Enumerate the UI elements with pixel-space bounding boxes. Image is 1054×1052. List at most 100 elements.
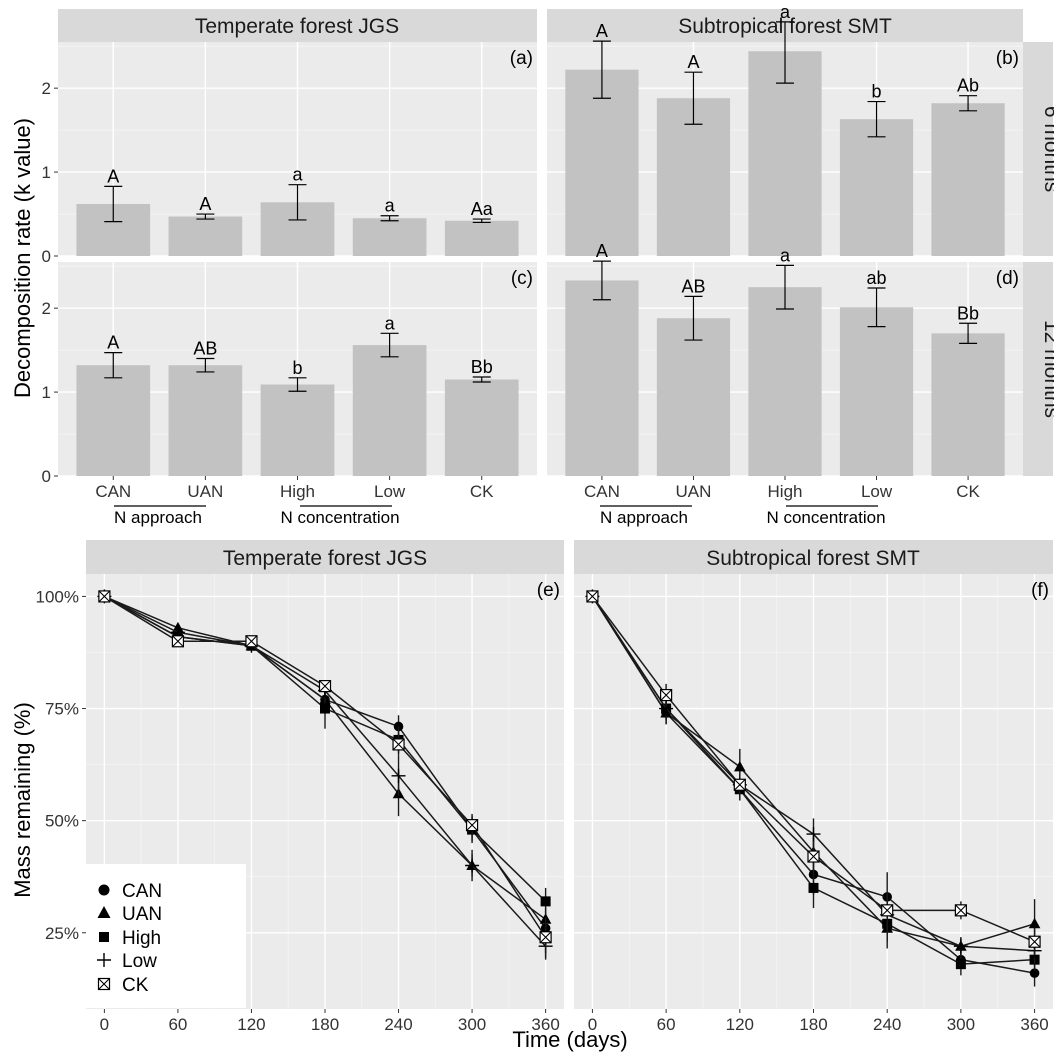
bottom-col-strip-left-label: Temperate forest JGS — [223, 547, 427, 570]
legend-key-high — [99, 932, 109, 942]
x-tick-label-can: CAN — [584, 482, 620, 501]
x-group-n-approach-left: N approach — [114, 506, 206, 527]
top-row-strip-upper-label: 6 months — [1040, 106, 1054, 192]
legend-label-can: CAN — [122, 881, 162, 902]
bar-low — [840, 119, 913, 256]
significance-label-can: A — [107, 333, 119, 353]
y-tick-label: 1 — [42, 163, 51, 182]
panel-letter--b-: (b) — [996, 48, 1019, 69]
y-tick-label: 75% — [45, 700, 79, 719]
x-tick-label: 120 — [237, 1015, 265, 1034]
bar-low — [840, 307, 913, 476]
bar-ck — [445, 221, 519, 256]
point-ck — [99, 591, 110, 602]
x-tick-label: 300 — [458, 1015, 486, 1034]
significance-label-ck: Aa — [471, 199, 494, 219]
point-ck — [882, 905, 893, 916]
point-ck — [808, 851, 819, 862]
x-tick-label: 360 — [531, 1015, 559, 1034]
bottom-x-axis-title: Time (days) — [512, 1027, 627, 1052]
y-tick-label: 2 — [42, 79, 51, 98]
bar-low — [353, 218, 427, 256]
bottom-col-strip-right: Subtropical forest SMT — [574, 540, 1053, 574]
x-tick-label-ck: CK — [470, 482, 494, 501]
point-high — [809, 883, 819, 893]
bar-high — [748, 287, 821, 476]
x-group-n-concentration-left-label: N concentration — [280, 508, 399, 527]
point-ck — [587, 591, 598, 602]
significance-label-low: ab — [867, 268, 887, 288]
top-row-strip-lower-label: 12 months — [1040, 320, 1054, 418]
significance-label-can: A — [596, 241, 608, 261]
panel-letter--d-: (d) — [996, 268, 1019, 289]
x-tick-label: 180 — [799, 1015, 827, 1034]
x-tick-label-high: High — [280, 482, 315, 501]
top-col-strip-left: Temperate forest JGS — [58, 9, 537, 42]
point-ck — [246, 636, 257, 647]
point-high — [541, 896, 551, 906]
x-tick-label: 360 — [1020, 1015, 1048, 1034]
panel--c-: A CAN AB UAN b High a Low Bb CK 0 1 2 (c) — [42, 262, 537, 501]
bar-ck — [931, 103, 1004, 256]
legend-label-low: Low — [122, 951, 157, 972]
y-tick-label: 50% — [45, 812, 79, 831]
x-tick-label: 180 — [311, 1015, 339, 1034]
x-group-n-approach-left-label: N approach — [114, 508, 202, 527]
x-tick-label-ck: CK — [956, 482, 980, 501]
top-y-axis-title: Decomposition rate (k value) — [10, 118, 35, 398]
x-tick-label: 60 — [168, 1015, 187, 1034]
significance-label-uan: AB — [193, 339, 217, 359]
significance-label-uan: A — [199, 194, 211, 214]
x-tick-label-low: Low — [861, 482, 893, 501]
x-tick-label-can: CAN — [95, 482, 131, 501]
significance-label-ck: Ab — [957, 76, 979, 96]
legend-key-can — [99, 885, 110, 896]
y-tick-label: 100% — [36, 587, 79, 606]
x-tick-label: 0 — [100, 1015, 109, 1034]
bar-can — [565, 280, 638, 476]
point-ck — [955, 905, 966, 916]
panel-letter--c-: (c) — [511, 268, 533, 289]
point-ck — [540, 932, 551, 943]
legend: CAN UAN High Low CK — [86, 864, 246, 1008]
x-tick-label-uan: UAN — [187, 482, 223, 501]
significance-label-low: a — [385, 196, 396, 216]
significance-label-can: A — [107, 166, 119, 186]
bottom-col-strip-right-label: Subtropical forest SMT — [706, 547, 920, 570]
top-row-strip-lower: 12 months — [1023, 262, 1054, 476]
point-ck — [661, 690, 672, 701]
x-group-n-concentration-right-label: N concentration — [766, 508, 885, 527]
x-tick-label: 0 — [588, 1015, 597, 1034]
x-tick-label: 60 — [657, 1015, 676, 1034]
legend-key-ck — [99, 979, 110, 990]
x-group-n-approach-right: N approach — [600, 506, 692, 527]
point-ck — [320, 681, 331, 692]
significance-label-high: a — [780, 2, 791, 22]
bar-uan — [169, 365, 243, 476]
top-row-strip-upper: 6 months — [1023, 42, 1054, 256]
x-tick-label: 300 — [947, 1015, 975, 1034]
point-high — [956, 959, 966, 969]
significance-label-high: b — [292, 358, 302, 378]
bar-ck — [445, 379, 519, 476]
significance-label-ck: Bb — [957, 303, 979, 323]
panel--a-: AAaa Aa012(a) — [42, 42, 537, 266]
bottom-col-strip-left: Temperate forest JGS — [86, 540, 564, 574]
panel-letter--a-: (a) — [510, 48, 533, 69]
significance-label-uan: A — [687, 52, 699, 72]
panel-letter--f-: (f) — [1031, 580, 1049, 601]
y-tick-label: 25% — [45, 924, 79, 943]
x-group-n-concentration-right: N concentration — [766, 506, 885, 527]
bottom-y-axis-title: Mass remaining (%) — [10, 702, 35, 898]
legend-label-high: High — [122, 928, 161, 949]
bar-uan — [657, 318, 730, 476]
y-tick-label: 0 — [42, 467, 51, 486]
x-group-n-approach-right-label: N approach — [600, 508, 688, 527]
x-tick-label: 240 — [384, 1015, 412, 1034]
x-tick-label-low: Low — [374, 482, 406, 501]
y-tick-label: 0 — [42, 247, 51, 266]
y-tick-label: 2 — [42, 299, 51, 318]
x-group-n-concentration-left: N concentration — [280, 506, 399, 527]
significance-label-ck: Bb — [471, 357, 493, 377]
